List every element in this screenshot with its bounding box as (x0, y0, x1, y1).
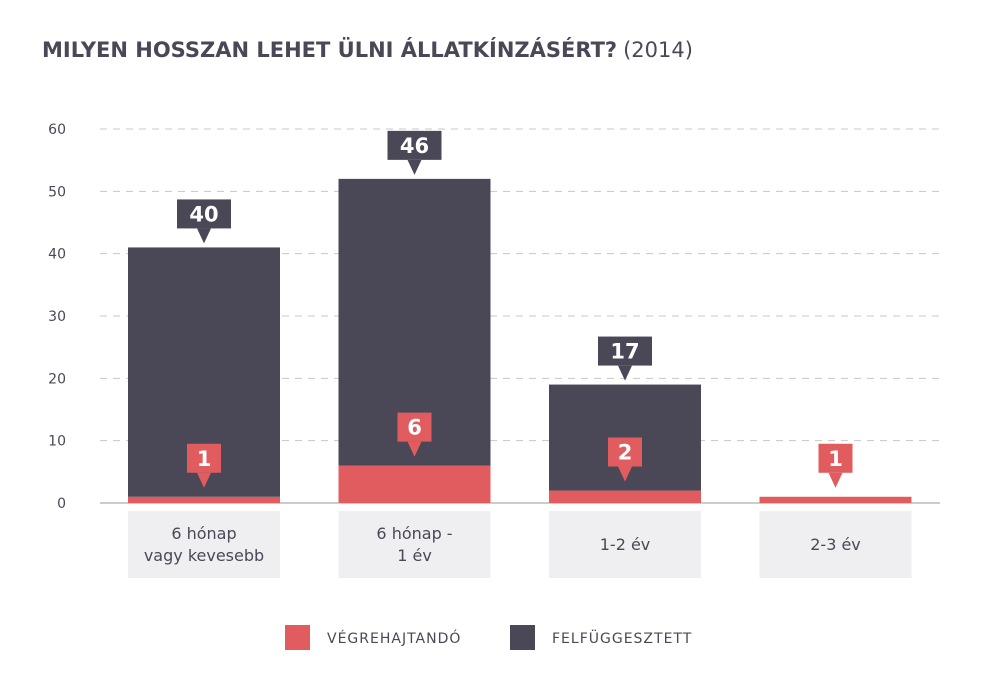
y-tick-label: 30 (48, 309, 66, 325)
y-tick-label: 20 (48, 371, 66, 387)
data-label-pointer (618, 365, 632, 381)
y-tick-label: 60 (48, 122, 66, 138)
data-label: 2 (618, 441, 633, 465)
title-year: (2014) (623, 38, 693, 62)
data-label-box (397, 412, 432, 442)
x-tick-label: vagy kevesebb (144, 546, 264, 565)
data-label: 46 (400, 134, 429, 158)
data-label-box (818, 443, 853, 473)
bar-segment (759, 496, 912, 503)
y-tick-label: 0 (57, 496, 66, 512)
x-tick-label: 1-2 év (600, 535, 651, 554)
data-label-pointer (407, 159, 422, 175)
category-label-box (549, 511, 701, 578)
y-tick-label: 40 (48, 247, 66, 263)
data-label-pointer (828, 472, 843, 488)
data-label-box (177, 199, 231, 229)
data-label: 1 (828, 447, 843, 471)
data-label-pointer (618, 466, 632, 482)
data-label-pointer (197, 228, 211, 244)
x-tick-label: 6 hónap (171, 524, 236, 543)
bar-segment (128, 496, 280, 503)
category-label-box (128, 511, 280, 578)
x-tick-label: 6 hónap - (376, 524, 452, 543)
data-label: 40 (189, 202, 218, 226)
legend: VÉGREHAJTANDÓ FELFÜGGESZTETT (285, 625, 692, 650)
data-label: 1 (197, 447, 212, 471)
labels: 6 hónap vagy kevesebb 1 40 6 hónap - 1 év 6 46 1… (128, 130, 912, 578)
legend-swatch (510, 625, 535, 650)
legend-label: FELFÜGGESZTETT (552, 629, 692, 647)
data-label: 17 (610, 340, 639, 364)
y-tick-label: 50 (48, 184, 66, 200)
bars (128, 178, 912, 503)
data-label-pointer (407, 441, 422, 457)
legend-swatch (285, 625, 310, 650)
y-tick-label: 10 (48, 434, 66, 450)
bar-segment (338, 465, 491, 503)
x-tick-label: 2-3 év (810, 535, 861, 554)
bar-segment (549, 490, 701, 503)
category-label-box (759, 511, 912, 578)
data-label-box (387, 130, 442, 160)
title-main: MILYEN HOSSZAN LEHET ÜLNI ÁLLATKÍNZÁSÉRT… (42, 37, 617, 62)
data-label-box (187, 443, 221, 473)
data-label-box (608, 437, 642, 467)
data-label: 6 (407, 416, 422, 440)
category-label-box (338, 511, 491, 578)
legend-label: VÉGREHAJTANDÓ (327, 629, 461, 647)
data-label-pointer (197, 472, 211, 488)
x-tick-label: 1 év (397, 546, 432, 565)
chart-title: MILYEN HOSSZAN LEHET ÜLNI ÁLLATKÍNZÁSÉRT… (42, 37, 693, 62)
data-label-box (598, 336, 652, 366)
grid: 0 10 20 30 40 50 60 (48, 122, 940, 512)
